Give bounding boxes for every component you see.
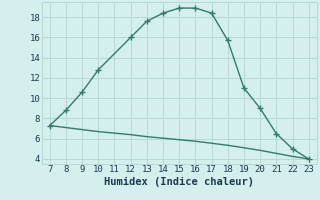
X-axis label: Humidex (Indice chaleur): Humidex (Indice chaleur): [104, 177, 254, 187]
